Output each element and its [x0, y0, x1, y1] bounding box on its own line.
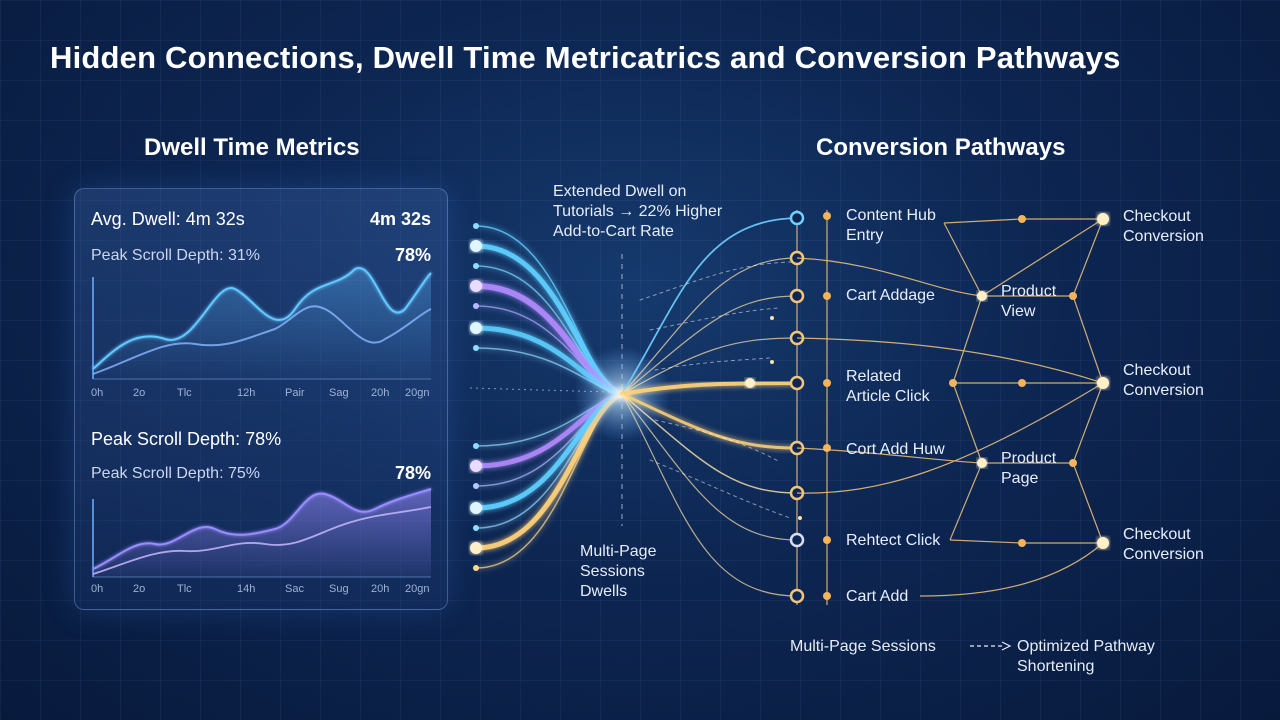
chart2-tick: 20h: [371, 583, 390, 595]
node-related-article-click: Related Article Click: [846, 368, 930, 405]
node-cart-add: Cart Add: [846, 588, 909, 605]
network-edges: [796, 218, 1104, 597]
annotation-extended-dwell: Extended Dwell on Tutorials → 22% Higher…: [553, 183, 723, 240]
chart2-tick: 2o: [133, 583, 146, 595]
chart1-area: [93, 268, 431, 379]
peak-scroll-label: Peak Scroll Depth: 75%: [91, 465, 260, 482]
node-cart-addage: Cart Addage: [846, 287, 935, 304]
conversion-pathways-heading: Conversion Pathways: [816, 134, 1066, 161]
chart2-tick: Sug: [329, 583, 349, 595]
pathway-dot: [798, 516, 802, 520]
footer-optimized-pathway: Optimized Pathway Shortening: [1017, 638, 1155, 675]
chart1-line-secondary: [92, 305, 432, 375]
chart2-tick: Tlc: [177, 583, 192, 595]
chart1-tick: Pair: [285, 387, 305, 399]
footer-multi-page-sessions: Multi-Page Sessions: [790, 638, 936, 655]
avg-dwell-value: 4m 32s: [369, 209, 431, 229]
chart2-tick: Sac: [285, 583, 304, 595]
annotation-multi-page: Multi-Page Sessions Dwells: [580, 543, 657, 600]
chart1-tick: 20gn: [405, 387, 430, 399]
pathway-glow-dot: [745, 378, 755, 388]
node-checkout-conversion-2: Checkout Conversion: [1123, 362, 1204, 399]
pathway-dot: [770, 360, 774, 364]
chart2-line-secondary: [92, 506, 432, 575]
avg-dwell-label: Avg. Dwell: 4m 32s: [91, 209, 245, 229]
stream-endpoints: [470, 223, 482, 571]
scroll-depth-value: 78%: [394, 245, 431, 265]
node-product-view: Product View: [1001, 283, 1057, 320]
chart2-tick: 20gn: [405, 583, 430, 595]
network-nodes: [949, 213, 1109, 549]
peak-scroll-heading: Peak Scroll Depth: 78%: [91, 429, 282, 449]
chart1-line-primary: [92, 267, 432, 370]
chart1-tick: 0h: [91, 387, 104, 399]
node-rehtect-click: Rehtect Click: [846, 532, 941, 549]
node-content-hub-entry: Content Hub Entry: [846, 207, 936, 244]
page-title: Hidden Connections, Dwell Time Metricatr…: [50, 40, 1121, 75]
pathway-fan-lines: [620, 217, 799, 597]
chart1-tick: 12h: [237, 387, 256, 399]
dwell-charts: [92, 267, 432, 578]
node-checkout-conversion-1: Checkout Conversion: [1123, 208, 1204, 245]
node-cort-add-huw: Cort Add Huw: [846, 441, 945, 458]
chart2-tick: 0h: [91, 583, 104, 595]
node-product-page: Product Page: [1001, 450, 1057, 487]
chart1-tick: Tlc: [177, 387, 192, 399]
dwell-metrics-heading: Dwell Time Metrics: [144, 134, 360, 161]
chart1-tick: 2o: [133, 387, 146, 399]
chart2-tick: 14h: [237, 583, 256, 595]
node-checkout-conversion-3: Checkout Conversion: [1123, 526, 1204, 563]
chart1-tick: 20h: [371, 387, 390, 399]
chart2-line-primary: [92, 488, 432, 570]
footer-arrow-head: [1001, 641, 1012, 651]
scroll-depth-label: Peak Scroll Depth: 31%: [91, 247, 260, 264]
chart1-tick: Sag: [329, 387, 349, 399]
pathway-dot: [770, 316, 774, 320]
dwell-metrics-panel: Avg. Dwell: 4m 32s 4m 32s Peak Scroll De…: [74, 188, 448, 610]
peak-scroll-value: 78%: [394, 463, 431, 483]
